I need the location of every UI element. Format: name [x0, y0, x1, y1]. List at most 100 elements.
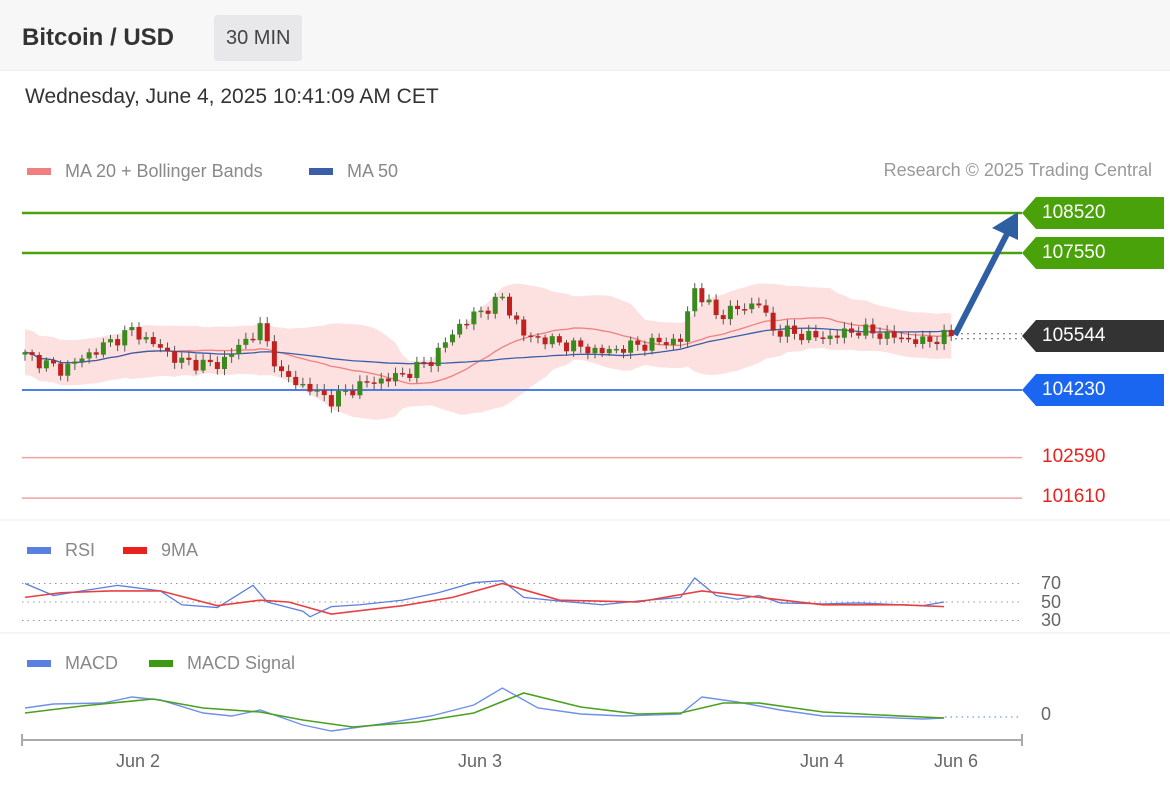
candle: [678, 338, 683, 342]
candle: [485, 310, 491, 314]
candle: [43, 360, 49, 369]
candle: [556, 336, 562, 343]
candle: [856, 332, 862, 336]
candle: [58, 363, 64, 376]
candle: [877, 333, 883, 339]
candle: [108, 339, 113, 343]
candle: [884, 331, 890, 339]
candle: [122, 330, 128, 346]
candle: [535, 336, 541, 338]
candle: [464, 323, 470, 326]
candle: [685, 311, 691, 342]
legend-macd-label: MACD: [65, 653, 118, 673]
candle: [820, 337, 826, 340]
candle: [934, 341, 940, 345]
rsi-tick-50: 50: [1041, 592, 1062, 612]
candle: [920, 336, 926, 344]
candle: [343, 390, 349, 392]
candle: [300, 383, 306, 386]
candle: [371, 382, 377, 384]
candle: [571, 340, 577, 352]
x-tick-label: Jun 3: [458, 751, 503, 771]
candle: [670, 338, 676, 345]
candle: [257, 323, 263, 341]
candle: [806, 330, 812, 341]
candle: [229, 354, 235, 357]
candle: [635, 340, 641, 345]
candle: [813, 330, 819, 338]
rsi-tick-70: 70: [1041, 573, 1062, 593]
candle: [328, 395, 334, 407]
candle: [193, 359, 199, 371]
legend-macd-signal: MACD Signal: [149, 653, 295, 674]
x-tick-label: Jun 6: [934, 751, 979, 771]
candle: [863, 324, 869, 336]
credit: Research © 2025 Trading Central: [883, 160, 1152, 180]
rsi-ma-line: [24, 582, 945, 615]
candle: [264, 323, 270, 342]
legend-macd: MACD: [27, 653, 118, 674]
candle: [756, 303, 762, 306]
candle: [770, 312, 776, 331]
timeframe-button[interactable]: 30 MIN: [214, 15, 303, 61]
candle: [906, 337, 911, 340]
macd-swatch: [27, 660, 51, 667]
candle: [86, 352, 92, 359]
candle: [29, 352, 35, 356]
resistance-tag-2: 107550: [1022, 237, 1164, 269]
candle: [72, 361, 78, 364]
candle: [136, 327, 142, 340]
forecast-arrow: [952, 230, 1011, 337]
candle: [286, 371, 292, 377]
candle: [592, 347, 598, 354]
legend-rsi-ma-label: 9MA: [161, 540, 199, 560]
candle: [585, 346, 591, 354]
ma50-swatch: [309, 168, 333, 175]
candle: [200, 359, 206, 371]
candle: [777, 330, 783, 337]
candle: [784, 325, 790, 337]
candle: [293, 376, 299, 386]
candle: [143, 337, 149, 340]
current-price-tag: 105544: [1022, 320, 1164, 352]
candle: [400, 373, 406, 375]
candle: [792, 325, 797, 334]
candle: [350, 390, 356, 396]
candle: [870, 324, 876, 334]
candle: [428, 362, 434, 366]
macd-zero-tick: 0: [1041, 704, 1052, 724]
candle: [36, 355, 42, 369]
ma20-swatch: [27, 168, 51, 175]
candle: [100, 342, 106, 355]
candle: [243, 338, 249, 345]
candle: [599, 347, 605, 354]
candle: [621, 348, 626, 353]
candle: [186, 357, 192, 360]
candle: [214, 362, 220, 370]
candle: [578, 340, 584, 347]
candle: [271, 341, 277, 367]
candle: [378, 378, 384, 384]
candle: [492, 296, 498, 314]
candle: [442, 342, 448, 348]
candle: [79, 358, 85, 362]
rsi-line: [24, 577, 945, 618]
candle: [435, 347, 441, 366]
candle: [720, 315, 726, 320]
candle: [65, 363, 71, 376]
candle: [898, 337, 904, 340]
candle: [150, 337, 156, 345]
candle: [357, 381, 363, 396]
candle: [799, 333, 805, 341]
instrument-title: Bitcoin / USD: [22, 24, 175, 51]
candle: [364, 381, 370, 383]
candle: [749, 303, 755, 310]
candle: [706, 299, 712, 303]
forecast-arrowhead: [992, 212, 1018, 240]
candle: [165, 347, 170, 352]
rsi-swatch: [27, 547, 51, 554]
legend-ma50: MA 50: [309, 161, 398, 182]
candle: [692, 288, 698, 312]
candle: [179, 357, 185, 363]
